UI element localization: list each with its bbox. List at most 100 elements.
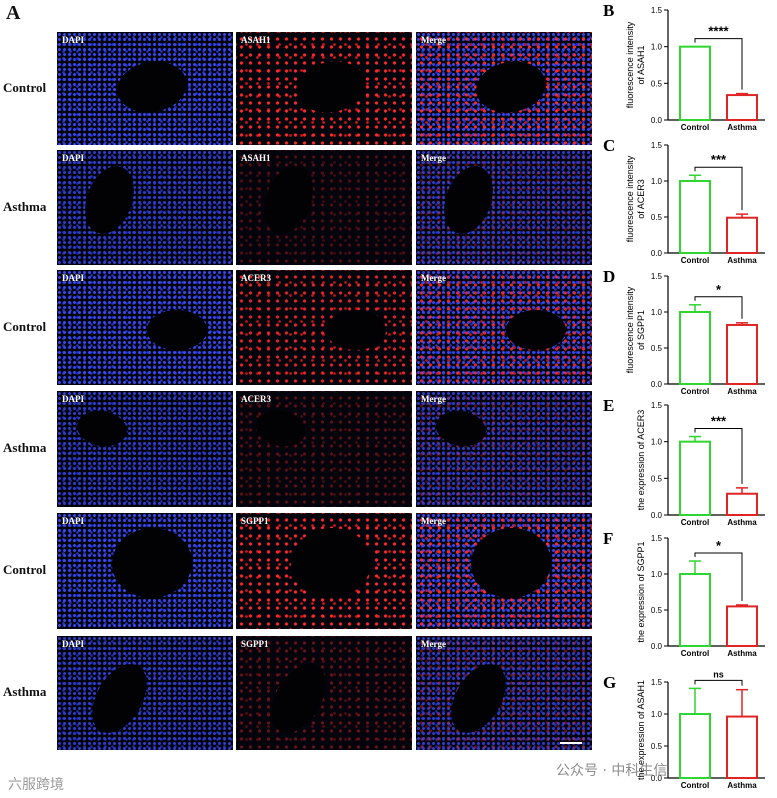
y-axis-label: of ASAH1 (636, 45, 646, 84)
micrograph: DAPI (57, 513, 233, 629)
image-label: Merge (421, 35, 446, 45)
image-label: Merge (421, 273, 446, 283)
y-tick-label: 0.0 (651, 249, 663, 258)
micrograph: DAPI (57, 270, 233, 385)
micrograph: DAPI (57, 32, 233, 145)
row-label: Control (3, 318, 47, 334)
micrograph: Merge (416, 150, 592, 265)
significance-bracket (694, 296, 743, 319)
image-label: DAPI (62, 639, 84, 649)
x-tick-label: Control (681, 387, 709, 396)
watermark: 公众号 · 中科生信 (556, 763, 668, 779)
micrograph: SGPP1 (236, 513, 412, 629)
image-label: SGPP1 (241, 639, 269, 649)
image-label: DAPI (62, 273, 84, 283)
y-tick-label: 0.0 (651, 116, 663, 125)
marker-stain (416, 391, 592, 507)
bar (679, 45, 711, 122)
error-bar (689, 304, 701, 312)
x-tick-label: Asthma (727, 256, 757, 265)
bar (726, 216, 758, 254)
y-tick-label: 0.5 (651, 474, 663, 483)
y-tick-label: 0.5 (651, 79, 663, 88)
image-label: SGPP1 (241, 516, 269, 526)
significance-label: **** (708, 24, 729, 39)
row-label: Asthma (3, 684, 47, 699)
x-tick-label: Control (681, 649, 709, 658)
row-label: Control (3, 562, 47, 577)
significance-label: * (716, 282, 722, 297)
error-bar (689, 560, 701, 574)
micrograph: ACER3 (236, 270, 412, 385)
y-axis-label: fluorescence intensity (625, 155, 635, 242)
watermark: 六服跨境 (8, 777, 64, 793)
micrograph: ASAH1 (236, 150, 412, 265)
bar (726, 715, 758, 779)
airway (506, 310, 566, 350)
image-label: Merge (421, 394, 446, 404)
row-label: Asthma (3, 440, 47, 455)
y-axis-label: fluorescence intensity (625, 21, 635, 108)
y-axis-label: the expression of SGPP1 (636, 541, 646, 642)
micrograph: Merge (416, 270, 592, 385)
y-tick-label: 0.5 (651, 213, 663, 222)
y-tick-label: 0.0 (651, 774, 663, 783)
bar (726, 94, 758, 121)
image-label: Merge (421, 639, 446, 649)
y-axis-label: of SGPP1 (636, 310, 646, 350)
image-label: DAPI (62, 516, 84, 526)
significance-bracket (694, 38, 743, 90)
significance-bracket (694, 679, 743, 686)
significance-bracket (694, 166, 743, 211)
error-bar (689, 435, 701, 442)
micrograph: ASAH1 (236, 32, 412, 145)
airway (147, 310, 207, 350)
y-tick-label: 0.5 (651, 344, 663, 353)
y-tick-label: 1.0 (651, 177, 663, 186)
y-axis-label: of ACER3 (636, 179, 646, 219)
error-bar (736, 322, 748, 325)
panel-letter: A (6, 2, 21, 24)
micrograph: SGPP1 (236, 636, 412, 750)
row-label: Asthma (3, 198, 47, 214)
significance-label: ns (713, 669, 724, 679)
significance-label: *** (711, 414, 727, 429)
marker-stain (416, 150, 592, 265)
micrograph: Merge (416, 636, 592, 750)
bar (726, 492, 758, 517)
image-label: ASAH1 (241, 35, 271, 45)
panel-letter: C (603, 136, 615, 155)
bar (679, 573, 711, 647)
scale-bar (560, 742, 582, 744)
bar (726, 323, 758, 385)
bar (679, 713, 711, 779)
micrograph: ACER3 (236, 391, 412, 507)
row-label: Control (3, 79, 47, 95)
x-tick-label: Asthma (727, 123, 757, 132)
y-tick-label: 1.5 (651, 678, 663, 687)
y-tick-label: 1.5 (651, 272, 663, 281)
micrograph: Merge (416, 391, 592, 507)
error-bar (736, 487, 748, 494)
panel-letter: F (603, 529, 613, 548)
error-bar (689, 687, 701, 714)
y-tick-label: 1.5 (651, 141, 663, 150)
x-tick-label: Control (681, 123, 709, 132)
significance-label: * (716, 538, 722, 553)
panel-letter: G (603, 673, 616, 692)
error-bar (736, 604, 748, 607)
y-tick-label: 0.0 (651, 511, 663, 520)
significance-bracket (694, 552, 743, 601)
image-label: ACER3 (241, 273, 272, 283)
micrograph: Merge (416, 32, 592, 145)
image-label: DAPI (62, 35, 84, 45)
y-tick-label: 1.5 (651, 6, 663, 15)
marker-stain (236, 391, 412, 507)
dapi-stain (416, 391, 592, 507)
significance-bracket (694, 428, 743, 484)
panel-letter: D (603, 267, 615, 286)
y-tick-label: 1.0 (651, 438, 663, 447)
y-axis-label: the expression of ASAH1 (636, 680, 646, 780)
